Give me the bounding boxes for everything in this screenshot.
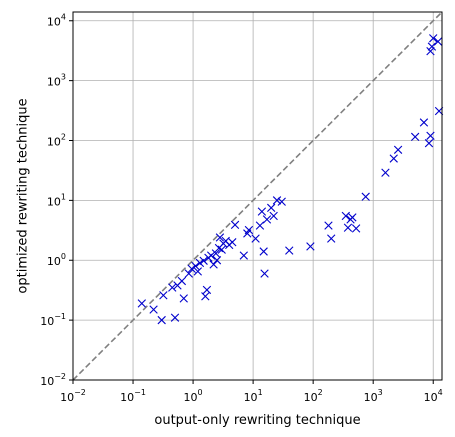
data-point-56 [410, 132, 420, 142]
y-tick-label-0: 10−2 [40, 372, 66, 388]
data-point-43 [285, 246, 294, 255]
data-point-60 [426, 47, 435, 56]
data-points [137, 34, 444, 325]
axis-ticks: 10−2 10−1 100 101 102 103 104 10−2 10−1 100 101 102… [40, 13, 443, 404]
data-point-5 [170, 313, 180, 322]
data-point-47 [341, 211, 351, 221]
data-point-36 [259, 247, 268, 256]
y-tick-label-5: 103 [47, 73, 66, 89]
data-point-1 [149, 305, 158, 314]
data-point-8 [177, 276, 187, 286]
y-tick-label-3: 101 [47, 192, 66, 208]
data-point-11 [191, 261, 200, 271]
data-point-10 [187, 264, 196, 273]
data-point-50 [348, 213, 357, 222]
y-tick-label-6: 104 [47, 13, 66, 29]
data-point-58 [424, 139, 434, 148]
x-tick-label-0: 10−2 [60, 388, 86, 404]
y-axis-label: optimized rewriting technique [16, 98, 31, 293]
y-tick-label-1: 10−1 [40, 312, 66, 328]
data-point-41 [272, 196, 282, 205]
data-point-53 [381, 168, 390, 177]
data-point-12 [193, 267, 203, 276]
data-point-39 [266, 203, 276, 213]
data-point-44 [306, 242, 315, 251]
y-tick-label-4: 102 [47, 132, 66, 148]
data-point-13 [195, 258, 205, 268]
data-point-24 [217, 245, 226, 254]
data-point-23 [215, 233, 225, 242]
data-point-15 [201, 292, 210, 301]
x-tick-label-6: 104 [424, 388, 443, 404]
diagonal-reference-line [72, 11, 443, 381]
x-tick-label-5: 103 [364, 388, 383, 404]
data-point-7 [179, 294, 188, 303]
data-point-0 [137, 299, 146, 308]
data-point-59 [426, 131, 435, 140]
data-point-57 [419, 118, 429, 127]
data-point-18 [206, 251, 216, 260]
data-point-48 [343, 223, 353, 232]
y-tick-label-2: 100 [47, 252, 66, 268]
data-point-3 [159, 291, 168, 300]
data-point-54 [389, 154, 398, 163]
data-point-33 [251, 234, 260, 243]
data-point-55 [393, 145, 403, 154]
grid-lines [72, 12, 442, 381]
data-point-30 [239, 251, 249, 260]
data-point-51 [351, 224, 361, 233]
data-point-20 [211, 249, 221, 258]
data-point-16 [202, 285, 212, 295]
data-point-19 [209, 260, 218, 269]
data-point-4 [168, 283, 177, 292]
data-point-21 [212, 256, 222, 265]
data-point-28 [228, 238, 237, 247]
data-point-14 [199, 256, 208, 265]
data-point-45 [324, 221, 333, 230]
data-point-2 [157, 315, 166, 325]
x-axis-label: output-only rewriting technique [154, 413, 360, 428]
data-point-62 [429, 34, 438, 43]
x-tick-label-2: 100 [184, 388, 203, 404]
x-tick-label-3: 101 [244, 388, 263, 404]
data-point-9 [184, 269, 194, 278]
data-point-37 [260, 269, 269, 278]
x-tick-label-1: 10−1 [120, 388, 146, 404]
data-point-63 [433, 37, 443, 46]
data-point-61 [427, 42, 437, 51]
data-point-35 [257, 207, 267, 216]
x-tick-label-4: 102 [304, 388, 323, 404]
data-point-46 [327, 234, 336, 243]
data-point-32 [244, 225, 254, 235]
data-point-38 [262, 215, 272, 224]
data-point-52 [361, 192, 370, 201]
data-point-34 [255, 221, 265, 230]
data-point-40 [269, 211, 278, 221]
data-point-42 [277, 197, 286, 206]
plot-frame [72, 11, 443, 381]
data-point-29 [230, 220, 240, 230]
